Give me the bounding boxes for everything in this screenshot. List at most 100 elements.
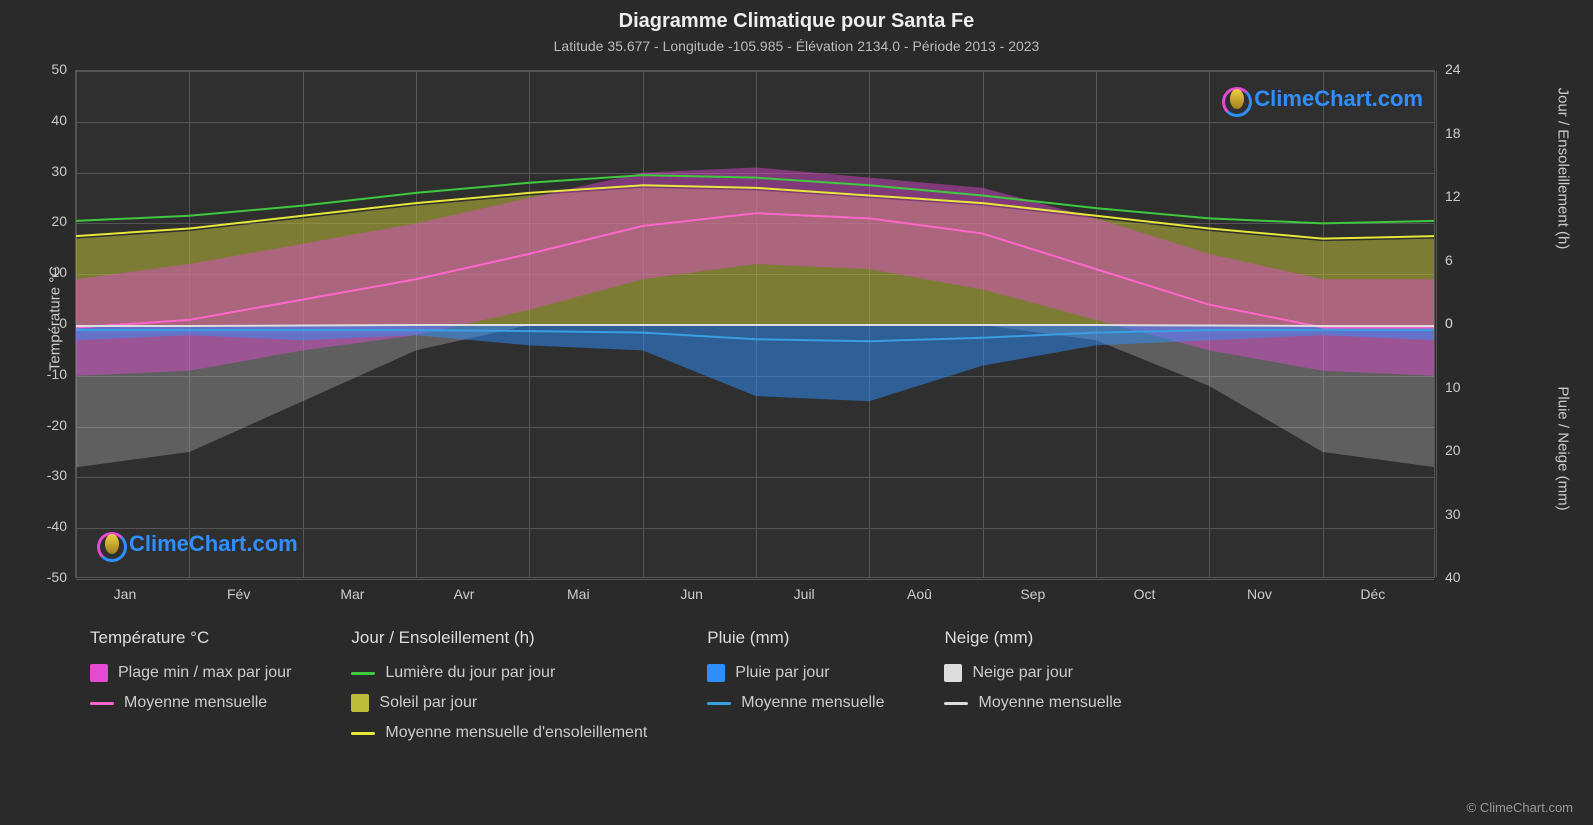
daylight_line	[76, 175, 1434, 223]
swatch-line-icon	[351, 732, 375, 735]
copyright: © ClimeChart.com	[1467, 800, 1573, 815]
grid-line-h	[76, 223, 1434, 224]
legend-label: Lumière du jour par jour	[385, 664, 555, 682]
legend-item: Moyenne mensuelle d'ensoleillement	[351, 724, 647, 742]
grid-line-v	[416, 71, 417, 577]
legend-item: Moyenne mensuelle	[944, 694, 1121, 712]
sunshine_avg_line	[76, 185, 1434, 238]
grid-line-h	[76, 528, 1434, 529]
x-tick: Nov	[1247, 586, 1272, 602]
y-right-bottom-tick: 10	[1445, 379, 1461, 395]
legend: Température °C Plage min / max par jour Mo…	[90, 628, 1533, 742]
y-right-top-tick: 12	[1445, 188, 1461, 204]
grid-line-v	[1096, 71, 1097, 577]
y-right-top-axis-title: Jour / Ensoleillement (h)	[1555, 59, 1572, 279]
legend-label: Soleil par jour	[379, 694, 477, 712]
x-tick: Fév	[227, 586, 250, 602]
y-left-tick: -30	[47, 467, 67, 483]
y-right-top-tick: 6	[1445, 252, 1453, 268]
legend-item: Pluie par jour	[707, 664, 884, 682]
legend-label: Neige par jour	[972, 664, 1073, 682]
y-right-bottom-tick: 0	[1445, 315, 1453, 331]
grid-line-h	[76, 376, 1434, 377]
temp_range_band	[76, 168, 1434, 376]
legend-label: Moyenne mensuelle	[741, 694, 884, 712]
legend-label: Plage min / max par jour	[118, 664, 291, 682]
grid-line-v	[1323, 71, 1324, 577]
grid-line-v	[1436, 71, 1437, 577]
y-left-tick: 50	[51, 61, 67, 77]
grid-line-v	[189, 71, 190, 577]
sunshine_band	[76, 188, 1434, 325]
legend-label: Moyenne mensuelle d'ensoleillement	[385, 724, 647, 742]
legend-column: Jour / Ensoleillement (h) Lumière du jour…	[351, 628, 647, 742]
swatch-line-icon	[351, 672, 375, 675]
grid-line-v	[529, 71, 530, 577]
grid-line-v	[303, 71, 304, 577]
swatch-block-icon	[707, 664, 725, 682]
legend-label: Moyenne mensuelle	[978, 694, 1121, 712]
temp_avg_line	[76, 213, 1434, 327]
x-tick: Déc	[1360, 586, 1385, 602]
grid-line-h	[76, 477, 1434, 478]
swatch-line-icon	[707, 702, 731, 705]
grid-line-v	[1209, 71, 1210, 577]
snow_band	[76, 325, 1434, 467]
x-tick: Aoû	[907, 586, 932, 602]
x-tick: Juil	[794, 586, 815, 602]
grid-line-h	[76, 173, 1434, 174]
rain_avg_line	[76, 330, 1434, 341]
legend-item: Moyenne mensuelle	[90, 694, 291, 712]
grid-line-h	[76, 427, 1434, 428]
grid-line-v	[76, 71, 77, 577]
y-right-bottom-tick: 30	[1445, 506, 1461, 522]
y-left-tick: 20	[51, 213, 67, 229]
y-right-bottom-axis-title: Pluie / Neige (mm)	[1555, 349, 1572, 549]
legend-header: Température °C	[90, 628, 291, 648]
grid-line-v	[869, 71, 870, 577]
y-left-tick: 10	[51, 264, 67, 280]
y-left-tick: 40	[51, 112, 67, 128]
grid-line-h	[76, 122, 1434, 123]
legend-item: Plage min / max par jour	[90, 664, 291, 682]
legend-header: Neige (mm)	[944, 628, 1121, 648]
y-left-tick: -40	[47, 518, 67, 534]
y-left-tick: 30	[51, 163, 67, 179]
grid-line-h	[76, 274, 1434, 275]
swatch-block-icon	[944, 664, 962, 682]
y-right-bottom-tick: 40	[1445, 569, 1461, 585]
legend-column: Pluie (mm) Pluie par jour Moyenne mensuell…	[707, 628, 884, 742]
legend-item: Moyenne mensuelle	[707, 694, 884, 712]
swatch-block-icon	[351, 694, 369, 712]
legend-column: Température °C Plage min / max par jour Mo…	[90, 628, 291, 742]
grid-line-v	[756, 71, 757, 577]
x-tick: Sep	[1020, 586, 1045, 602]
grid-line-v	[643, 71, 644, 577]
legend-item: Neige par jour	[944, 664, 1121, 682]
climate-chart: Diagramme Climatique pour Santa Fe Latit…	[0, 0, 1593, 825]
swatch-block-icon	[90, 664, 108, 682]
rain_band	[76, 325, 1434, 401]
y-left-tick: -20	[47, 417, 67, 433]
grid-line-h	[76, 325, 1434, 326]
legend-header: Jour / Ensoleillement (h)	[351, 628, 647, 648]
legend-header: Pluie (mm)	[707, 628, 884, 648]
chart-svg	[76, 71, 1434, 577]
grid-line-v	[983, 71, 984, 577]
legend-label: Moyenne mensuelle	[124, 694, 267, 712]
x-tick: Avr	[454, 586, 475, 602]
x-tick: Oct	[1134, 586, 1156, 602]
legend-item: Soleil par jour	[351, 694, 647, 712]
legend-label: Pluie par jour	[735, 664, 829, 682]
y-left-tick: 0	[59, 315, 67, 331]
y-left-tick: -50	[47, 569, 67, 585]
plot-area	[75, 70, 1435, 578]
y-left-tick: -10	[47, 366, 67, 382]
legend-item: Lumière du jour par jour	[351, 664, 647, 682]
grid-line-h	[76, 71, 1434, 72]
swatch-line-icon	[90, 702, 114, 705]
legend-column: Neige (mm) Neige par jour Moyenne mensuell…	[944, 628, 1121, 742]
y-right-top-tick: 24	[1445, 61, 1461, 77]
chart-title: Diagramme Climatique pour Santa Fe	[0, 10, 1593, 33]
y-right-bottom-tick: 20	[1445, 442, 1461, 458]
